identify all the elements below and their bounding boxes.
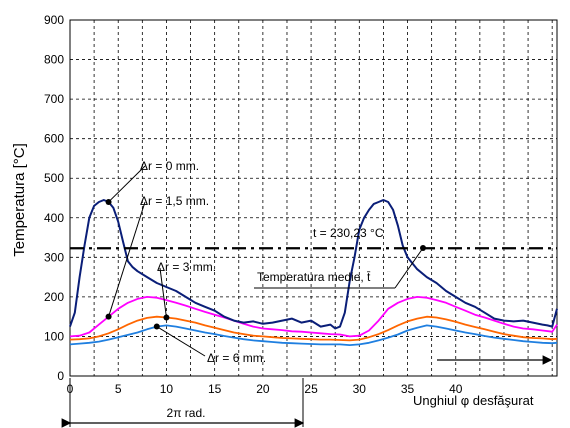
period-label: 2π rad. bbox=[167, 406, 206, 420]
series-label: Δr = 3 mm. bbox=[157, 260, 216, 274]
x-tick-label: 30 bbox=[353, 382, 367, 396]
series-line-3 bbox=[69, 324, 558, 346]
x-tick-label: 10 bbox=[160, 382, 174, 396]
y-tick-label: 500 bbox=[44, 171, 64, 185]
series-line-2 bbox=[69, 315, 558, 342]
x-tick-label: 25 bbox=[304, 382, 318, 396]
series-line-0 bbox=[69, 199, 558, 330]
series-line-1 bbox=[69, 296, 558, 338]
y-tick-label: 400 bbox=[44, 211, 64, 225]
x-tick-label: 40 bbox=[449, 382, 463, 396]
series-label: Δr = 6 mm. bbox=[207, 351, 266, 365]
y-tick-labels: 0 100 200 300 400 500 600 700 800 900 bbox=[44, 13, 64, 383]
series-label-marker bbox=[153, 323, 160, 330]
y-tick-label: 200 bbox=[44, 290, 64, 304]
mean-caption-marker bbox=[420, 245, 426, 251]
x-tick-label: 15 bbox=[208, 382, 222, 396]
series-label-leader bbox=[108, 201, 146, 317]
series-label: Δr = 0 mm. bbox=[140, 159, 199, 173]
mean-caption-leader bbox=[394, 247, 424, 289]
x-tick-label: 5 bbox=[115, 382, 122, 396]
series-label-marker bbox=[105, 198, 112, 205]
y-axis-label: Temperatura [°C] bbox=[11, 143, 28, 257]
annotations: Δr = 0 mm. Δr = 1,5 mm. Δr = 3 mm. Δr = 6 m… bbox=[105, 159, 266, 365]
series-label-leader bbox=[159, 267, 167, 318]
x-tick-label: 20 bbox=[256, 382, 270, 396]
mean-caption: Temperatura medie, t̄ bbox=[257, 270, 371, 284]
y-tick-label: 0 bbox=[57, 369, 64, 383]
series-label-marker bbox=[105, 313, 112, 320]
y-tick-label: 100 bbox=[44, 329, 64, 343]
mean-value-label: t = 230,23 °C bbox=[313, 226, 384, 240]
plot-frame bbox=[69, 19, 558, 377]
series-label-marker bbox=[163, 314, 170, 321]
y-tick-label: 700 bbox=[44, 92, 64, 106]
x-tick-label: 35 bbox=[401, 382, 415, 396]
y-tick-label: 800 bbox=[44, 53, 64, 67]
y-tick-label: 300 bbox=[44, 250, 64, 264]
series-label-leader bbox=[156, 326, 206, 357]
series-label-leader bbox=[108, 165, 146, 203]
x-axis-label: Unghiul φ desfăşurat bbox=[413, 393, 534, 408]
series-lines bbox=[69, 199, 558, 346]
series-label: Δr = 1,5 mm. bbox=[140, 194, 209, 208]
y-tick-label: 600 bbox=[44, 132, 64, 146]
y-tick-label: 900 bbox=[44, 13, 64, 27]
